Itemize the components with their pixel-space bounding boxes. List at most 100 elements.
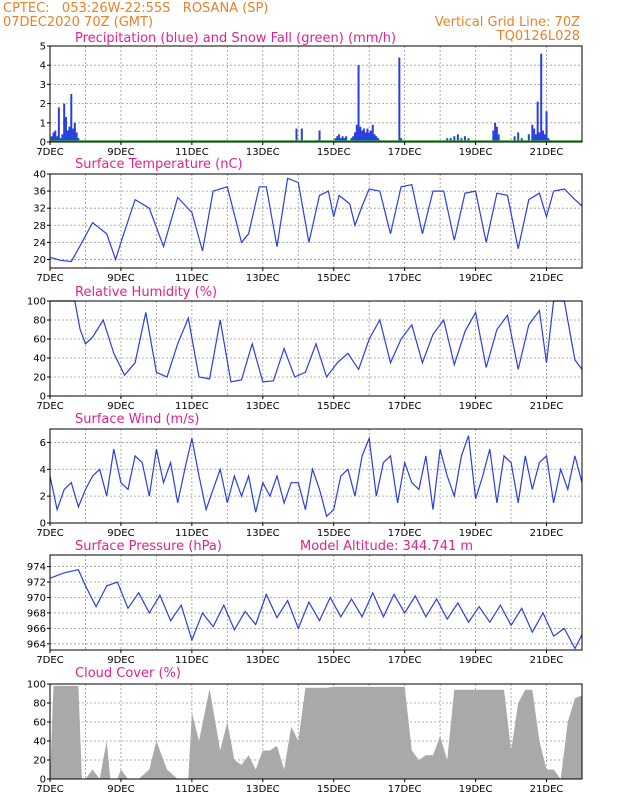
cloud-cover-xtick-label: 11DEC: [175, 784, 209, 795]
wind-xtick-label: 19DEC: [459, 528, 493, 539]
pressure-ytick-label: 972: [27, 578, 46, 589]
precip-bar: [350, 138, 353, 142]
precipitation-ytick-label: 5: [40, 42, 46, 53]
cloud-cover-ytick-label: 100: [27, 680, 46, 691]
humidity-ytick-label: 100: [27, 297, 46, 308]
station-header: CPTEC: 053:26W-22:55S ROSANA (SP): [3, 1, 269, 16]
precip-bar: [527, 134, 530, 142]
temperature-xtick-label: 17DEC: [388, 273, 422, 284]
humidity-title: Relative Humidity (%): [75, 285, 217, 300]
temperature-ytick-label: 28: [33, 221, 46, 232]
precipitation-ytick-label: 2: [40, 99, 46, 110]
precip-bar: [463, 136, 466, 142]
precip-bar: [73, 122, 76, 142]
precip-bar: [543, 134, 546, 142]
temperature-xtick-label: 19DEC: [459, 273, 493, 284]
precip-bar: [517, 132, 520, 142]
precip-bar: [495, 126, 498, 142]
wind-ytick-label: 6: [40, 438, 46, 449]
temperature-xtick-label: 21DEC: [530, 273, 564, 284]
temperature-ytick-label: 32: [33, 204, 46, 215]
precip-bar: [398, 57, 401, 142]
precip-bar: [538, 132, 541, 142]
temperature-ytick-label: 40: [33, 170, 46, 181]
precip-bar: [359, 126, 362, 142]
precipitation-ytick-label: 1: [40, 118, 46, 129]
precip-bar: [338, 134, 341, 142]
cloud-cover-xtick-label: 17DEC: [388, 784, 422, 795]
precip-bar: [368, 132, 371, 142]
precip-bar: [531, 124, 534, 142]
temperature-xtick-label: 7DEC: [36, 273, 63, 284]
humidity-xtick-label: 11DEC: [175, 401, 209, 412]
wind-xtick-label: 13DEC: [246, 528, 280, 539]
precip-bar: [456, 134, 459, 142]
precipitation-ytick-label: 0: [40, 138, 46, 149]
temperature-ytick-label: 36: [33, 187, 46, 198]
precip-bar: [446, 138, 449, 142]
precip-bar: [336, 136, 339, 142]
wind-ytick-label: 2: [40, 492, 46, 503]
cloud-cover-ytick-label: 40: [33, 737, 46, 748]
precip-bar: [59, 138, 62, 142]
precip-bar: [541, 130, 544, 142]
wind-ytick-label: 4: [40, 465, 46, 476]
precipitation-xtick-label: 19DEC: [459, 147, 493, 158]
precip-bar: [339, 138, 342, 142]
precip-bar: [540, 53, 543, 142]
precip-bar: [57, 107, 60, 142]
cloud-cover-xtick-label: 19DEC: [459, 784, 493, 795]
precip-bar: [364, 132, 367, 142]
precip-bar: [366, 128, 369, 142]
precip-bar: [295, 128, 298, 142]
humidity-ytick-label: 80: [33, 316, 46, 327]
pressure-ytick-label: 974: [27, 562, 46, 573]
precip-bar: [52, 132, 55, 142]
temperature-ytick-label: 20: [33, 255, 46, 266]
temperature-xtick-label: 13DEC: [246, 273, 280, 284]
precip-bar: [453, 136, 456, 142]
precip-bar: [513, 136, 516, 142]
precip-bar: [494, 122, 497, 142]
cloud-cover-xtick-label: 15DEC: [317, 784, 351, 795]
precip-bar: [355, 124, 358, 142]
precip-bar: [533, 128, 536, 142]
cloud-cover-title: Cloud Cover (%): [75, 666, 181, 681]
precipitation-ytick-label: 4: [40, 61, 46, 72]
pressure-xtick-label: 21DEC: [530, 655, 564, 666]
precip-bar: [371, 124, 374, 142]
precip-bar: [534, 134, 537, 142]
precip-bar: [449, 138, 452, 142]
wind-xtick-label: 7DEC: [36, 528, 63, 539]
humidity-ytick-label: 20: [33, 373, 46, 384]
precipitation-xtick-label: 15DEC: [317, 147, 351, 158]
precip-bar: [375, 136, 378, 142]
precip-bar: [66, 130, 69, 142]
temperature-xtick-label: 9DEC: [107, 273, 134, 284]
humidity-ytick-label: 40: [33, 354, 46, 365]
precip-bar: [70, 94, 73, 142]
precipitation-xtick-label: 17DEC: [388, 147, 422, 158]
wind-xtick-label: 21DEC: [530, 528, 564, 539]
humidity-ytick-label: 60: [33, 335, 46, 346]
precip-bar: [318, 130, 321, 142]
pressure-xtick-label: 9DEC: [107, 655, 134, 666]
precip-bar: [352, 136, 355, 142]
humidity-frame: [49, 300, 583, 397]
precip-bar: [345, 136, 348, 142]
precipitation-xtick-label: 21DEC: [530, 147, 564, 158]
pressure-ytick-label: 968: [27, 608, 46, 619]
precip-bar: [64, 117, 67, 142]
pressure-annotation: Model Altitude: 344.741 m: [300, 539, 473, 554]
precipitation-xtick-label: 9DEC: [107, 147, 134, 158]
precip-bar: [61, 134, 64, 142]
grid-note: Vertical Grid Line: 70Z: [434, 15, 580, 30]
model-code: TQ0126L028: [496, 29, 580, 44]
precip-bar: [357, 65, 360, 142]
precip-bar: [343, 138, 346, 142]
humidity-xtick-label: 21DEC: [530, 401, 564, 412]
precip-bar: [334, 138, 337, 142]
precip-bar: [547, 138, 550, 142]
wind-title: Surface Wind (m/s): [75, 412, 199, 427]
